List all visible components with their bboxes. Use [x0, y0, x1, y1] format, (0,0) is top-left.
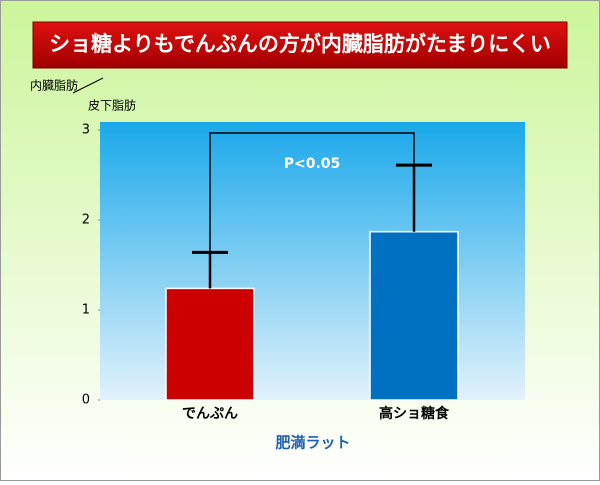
- y-tick-label: 3: [82, 123, 90, 138]
- x-tick-label: でんぷん: [182, 406, 238, 422]
- x-tick-label: 高ショ糖食: [379, 405, 450, 422]
- bar: [369, 230, 459, 401]
- y-tick-label: 2: [82, 213, 90, 228]
- y-tick-label: 1: [82, 303, 90, 318]
- chart-title: ショ糖よりもでんぷんの方が内臓脂肪がたまりにくい: [49, 32, 551, 56]
- y-label-bottom: 皮下脂肪: [88, 98, 136, 113]
- annotation: P<0.05: [284, 156, 341, 172]
- y-tick-label: 0: [82, 393, 90, 408]
- significance-bracket: [209, 132, 415, 253]
- y-label-top: 内臓脂肪: [30, 78, 78, 93]
- title-box: [32, 21, 568, 69]
- y-label-divider: [72, 77, 104, 94]
- bar: [165, 287, 255, 401]
- x-label: 肥満ラット: [275, 434, 350, 452]
